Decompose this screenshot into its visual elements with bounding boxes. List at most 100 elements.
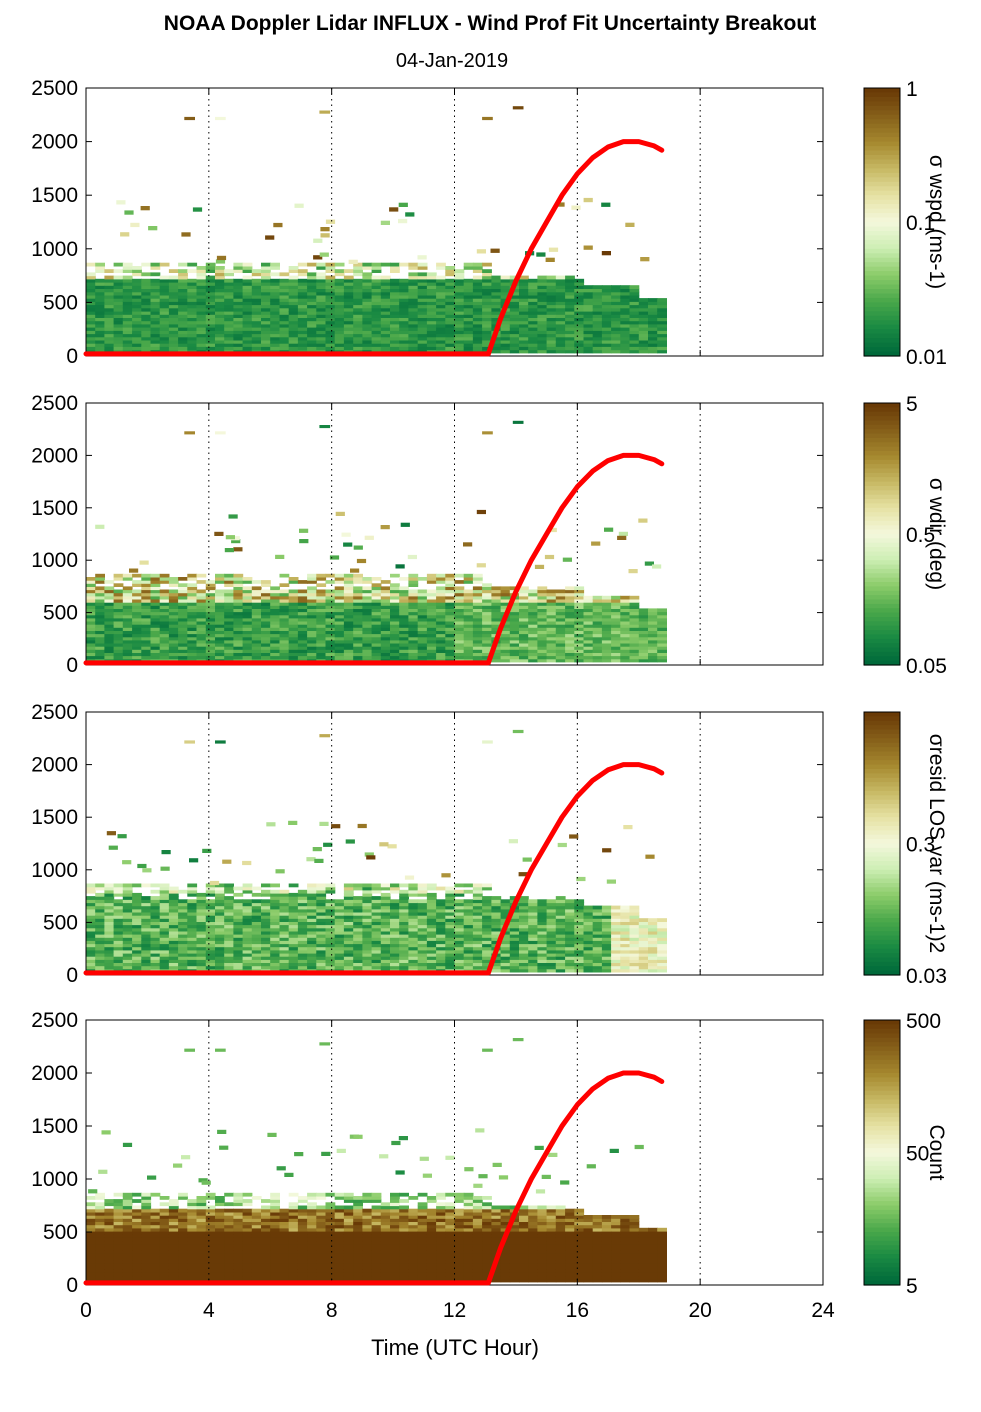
heatmap-cell	[205, 886, 216, 891]
heatmap-cell	[408, 339, 419, 344]
heatmap-cell	[574, 624, 585, 628]
heatmap-cell	[178, 336, 188, 341]
heatmap-cell	[380, 291, 391, 296]
heatmap-cell	[316, 314, 327, 318]
heatmap-cell	[454, 307, 465, 312]
heatmap-cell	[233, 304, 244, 309]
heatmap-cell	[205, 924, 216, 929]
heatmap-cell	[178, 643, 188, 647]
heatmap-cell	[482, 320, 492, 325]
heatmap-cell	[472, 282, 483, 286]
heatmap-cell	[426, 630, 437, 635]
heatmap-cell	[316, 962, 327, 967]
heatmap-cell	[463, 611, 474, 616]
heatmap-cell	[168, 614, 179, 619]
heatmap-cell	[224, 927, 234, 932]
heatmap-cell	[178, 327, 188, 331]
heatmap-cell	[436, 291, 446, 296]
heatmap-cell	[436, 952, 446, 957]
heatmap-cell	[491, 611, 502, 616]
heatmap-cell	[629, 611, 640, 616]
heatmap-cell	[307, 949, 317, 954]
heatmap-cell	[390, 617, 400, 622]
heatmap-cell	[519, 968, 529, 973]
heatmap-cell	[113, 314, 124, 318]
heatmap-cell	[113, 599, 124, 603]
heatmap-cell	[288, 899, 299, 904]
y-tick-label: 2500	[31, 392, 78, 415]
heatmap-cell	[196, 896, 207, 900]
heatmap-cell	[132, 952, 142, 957]
heatmap-cell	[353, 617, 363, 622]
heatmap-cell	[297, 908, 308, 913]
heatmap-cell	[316, 288, 327, 293]
heatmap-cell	[233, 946, 244, 951]
heatmap-cell	[86, 924, 96, 929]
heatmap-cell	[362, 291, 373, 296]
heatmap-cell	[132, 949, 142, 954]
heatmap-cell	[288, 282, 299, 286]
heatmap-cell	[104, 621, 115, 625]
heatmap-cell	[297, 911, 308, 916]
heatmap-cell	[555, 275, 566, 280]
heatmap-cell	[251, 902, 262, 907]
heatmap-cell	[150, 883, 161, 888]
heatmap-cell	[343, 320, 354, 325]
heatmap-cell	[611, 639, 621, 644]
heatmap-cell	[482, 336, 492, 341]
heatmap-cell	[390, 633, 400, 638]
heatmap-cell	[261, 307, 271, 312]
heatmap-cell	[629, 298, 640, 302]
heatmap-cell	[122, 605, 133, 609]
colorbar-segment	[864, 477, 900, 483]
heatmap-cell	[95, 886, 105, 891]
heatmap-cell	[583, 339, 594, 344]
heatmap-cell	[353, 605, 363, 609]
heatmap-cell	[205, 655, 216, 660]
heatmap-cell	[150, 643, 161, 647]
heatmap-cell	[555, 611, 566, 616]
heatmap-cell	[343, 655, 354, 660]
heatmap-cell	[638, 652, 649, 657]
heatmap-cell	[408, 952, 419, 957]
heatmap-cell	[196, 911, 207, 916]
colorbar-segment	[864, 459, 900, 465]
heatmap-cell	[463, 298, 474, 302]
heatmap-cell	[288, 965, 299, 970]
heatmap-cell	[95, 288, 105, 293]
heatmap-cell	[297, 621, 308, 625]
heatmap-cell	[150, 918, 161, 922]
heatmap-cell	[334, 649, 345, 653]
heatmap-cell	[224, 298, 234, 302]
heatmap-cell	[141, 902, 152, 907]
heatmap-cell	[113, 624, 124, 628]
heatmap-cell	[362, 899, 373, 904]
heatmap-cell	[500, 943, 511, 948]
heatmap-cell	[159, 580, 170, 584]
heatmap-cell	[629, 927, 640, 932]
heatmap-cell	[307, 943, 317, 948]
heatmap-cell	[592, 307, 603, 312]
heatmap-cell	[472, 962, 483, 967]
heatmap-cell	[130, 222, 140, 228]
heatmap-cell	[482, 608, 492, 613]
heatmap-cell	[463, 649, 474, 653]
heatmap-cell	[638, 630, 649, 635]
heatmap-cell	[390, 915, 400, 919]
colorbar-segment	[864, 137, 900, 143]
heatmap-cell	[537, 621, 548, 625]
heatmap-cell	[519, 965, 529, 970]
heatmap-cell	[399, 621, 409, 625]
heatmap-cell	[583, 343, 594, 347]
heatmap-cell	[242, 605, 253, 609]
heatmap-cell	[445, 908, 456, 913]
heatmap-cell	[187, 905, 198, 910]
heatmap-cell	[205, 317, 216, 322]
heatmap-cell	[141, 905, 152, 910]
heatmap-cell	[482, 278, 492, 283]
heatmap-cell	[491, 336, 502, 341]
heatmap-cell	[546, 946, 557, 951]
heatmap-cell	[307, 272, 317, 277]
heatmap-cell	[150, 605, 161, 609]
heatmap-cell	[362, 339, 373, 344]
